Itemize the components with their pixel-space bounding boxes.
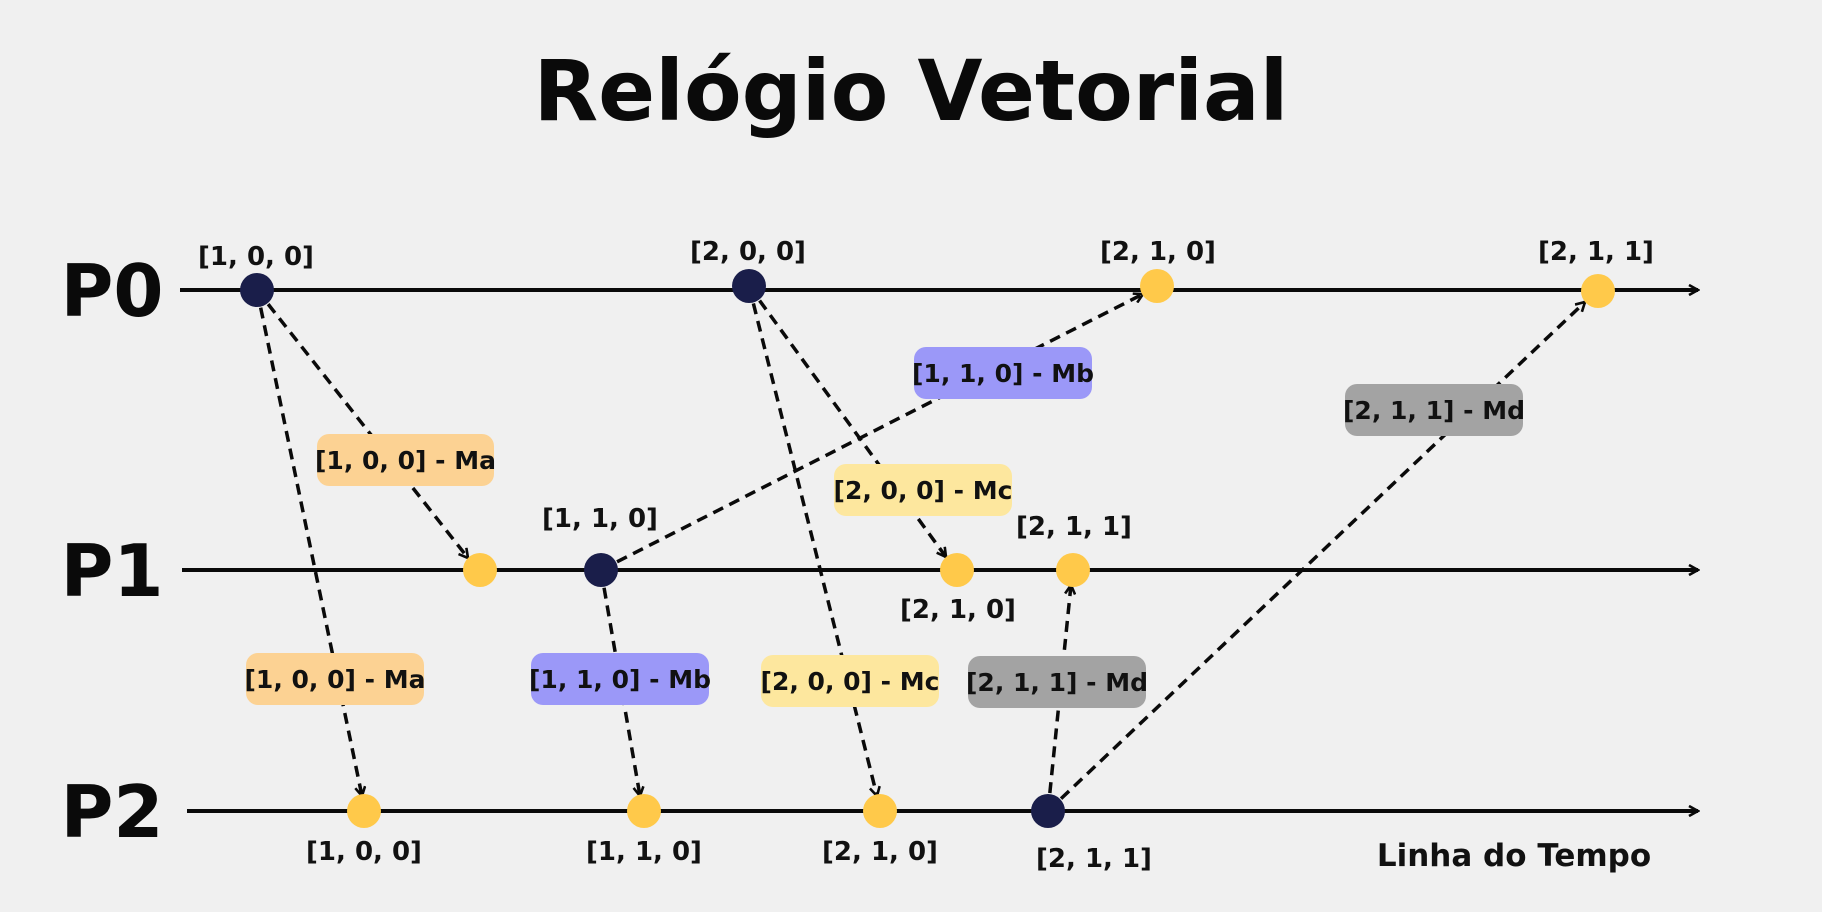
send-event-dot bbox=[240, 273, 274, 307]
diagram-title: Relógio Vetorial bbox=[534, 42, 1289, 140]
message-arrow bbox=[255, 289, 362, 796]
message-arrow bbox=[1046, 302, 1585, 813]
message-label-box bbox=[1345, 384, 1523, 436]
message-arrow bbox=[255, 288, 468, 558]
message-label-box bbox=[914, 347, 1092, 399]
send-event-dot bbox=[584, 553, 618, 587]
clock-label: [2, 1, 0] bbox=[822, 837, 938, 867]
message-label: [2, 1, 1] - Md bbox=[1343, 384, 1525, 436]
message-label: [1, 1, 0] - Mb bbox=[529, 653, 711, 705]
message-label: [1, 0, 0] - Ma bbox=[315, 434, 496, 486]
message-label: [2, 0, 0] - Mc bbox=[834, 464, 1013, 516]
message-label-box bbox=[761, 655, 939, 707]
clock-label: [2, 1, 1] bbox=[1036, 844, 1152, 874]
send-event-dot bbox=[732, 269, 766, 303]
clock-label: [1, 1, 0] bbox=[586, 837, 702, 867]
message-label-box bbox=[968, 656, 1146, 708]
timeline-caption: Linha do Tempo bbox=[1377, 838, 1651, 874]
clock-label: [2, 1, 1] bbox=[1016, 512, 1132, 542]
message-label-text: [2, 0, 0] - Mc bbox=[761, 667, 940, 696]
message-label-text: [2, 1, 1] - Md bbox=[966, 668, 1148, 697]
message-label-text: [1, 0, 0] - Ma bbox=[245, 665, 426, 694]
message-label-box bbox=[246, 653, 424, 705]
receive-event-dot bbox=[940, 553, 974, 587]
clock-label: [2, 1, 0] bbox=[900, 595, 1016, 625]
message-label: [1, 1, 0] - Mb bbox=[912, 347, 1094, 399]
process-label-p1: P1 bbox=[61, 529, 164, 613]
clock-label: [1, 1, 0] bbox=[542, 504, 658, 534]
message-label: [1, 0, 0] - Ma bbox=[245, 653, 426, 705]
clock-label: [2, 1, 0] bbox=[1100, 237, 1216, 267]
message-label-box bbox=[317, 434, 494, 486]
receive-event-dot bbox=[463, 553, 497, 587]
clock-label: [1, 0, 0] bbox=[306, 837, 422, 867]
receive-event-dot bbox=[863, 794, 897, 828]
send-event-dot bbox=[1031, 794, 1065, 828]
receive-event-dot bbox=[1140, 269, 1174, 303]
message-label-text: [1, 1, 0] - Mb bbox=[912, 359, 1094, 388]
receive-event-dot bbox=[627, 794, 661, 828]
message-label-text: [2, 0, 0] - Mc bbox=[834, 476, 1013, 505]
message-label-text: [1, 1, 0] - Mb bbox=[529, 665, 711, 694]
message-arrow bbox=[747, 284, 946, 557]
clock-label: [2, 1, 1] bbox=[1538, 237, 1654, 267]
message-label-box bbox=[531, 653, 709, 705]
process-label-p2: P2 bbox=[61, 770, 164, 854]
clock-label: [2, 0, 0] bbox=[690, 237, 806, 267]
receive-event-dot bbox=[1581, 274, 1615, 308]
message-label-text: [1, 0, 0] - Ma bbox=[315, 446, 496, 475]
message-label: [2, 0, 0] - Mc bbox=[761, 655, 940, 707]
receive-event-dot bbox=[347, 794, 381, 828]
message-arrow bbox=[600, 294, 1143, 572]
clock-label: [1, 0, 0] bbox=[198, 242, 314, 272]
message-label-text: [2, 1, 1] - Md bbox=[1343, 396, 1525, 425]
process-label-p0: P0 bbox=[61, 249, 164, 333]
message-label: [2, 1, 1] - Md bbox=[966, 656, 1148, 708]
receive-event-dot bbox=[1056, 553, 1090, 587]
message-label-box bbox=[834, 464, 1012, 516]
message-arrow bbox=[747, 285, 877, 796]
